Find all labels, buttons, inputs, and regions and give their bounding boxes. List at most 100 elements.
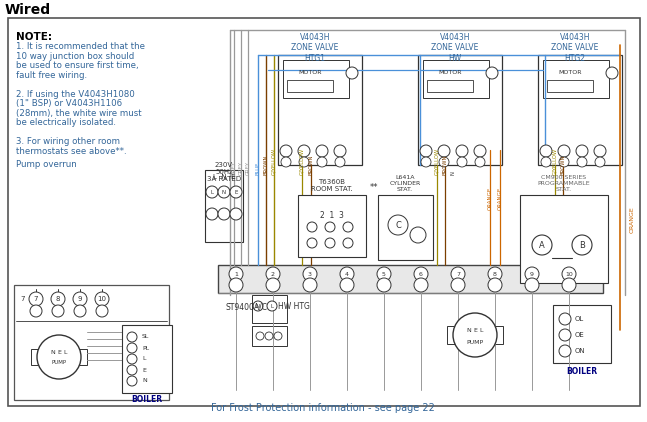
Text: SL: SL [142,335,149,340]
Circle shape [558,145,570,157]
Text: (28mm), the white wire must: (28mm), the white wire must [16,108,142,117]
Text: BROWN: BROWN [263,154,269,175]
Circle shape [475,157,485,167]
Bar [447,326,459,344]
Circle shape [453,313,497,357]
Text: 5: 5 [382,271,386,276]
Circle shape [96,305,108,317]
Text: 2: 2 [271,271,275,276]
Circle shape [540,145,552,157]
Circle shape [346,67,358,79]
Text: PL: PL [142,346,149,351]
Text: NOTE:: NOTE: [16,32,52,42]
Text: 9: 9 [78,296,82,302]
Bar [520,195,608,283]
Text: E: E [57,349,61,354]
Bar [298,195,366,257]
Text: G/YELLOW: G/YELLOW [272,148,276,175]
Circle shape [572,235,592,255]
Circle shape [334,145,346,157]
Circle shape [325,238,335,248]
Circle shape [559,313,571,325]
Circle shape [229,267,243,281]
Circle shape [377,267,391,281]
Text: ON: ON [575,348,586,354]
Circle shape [577,157,587,167]
Text: BLUE: BLUE [256,162,261,175]
Circle shape [317,157,327,167]
Circle shape [414,267,428,281]
Text: ORANGE: ORANGE [487,187,492,210]
Text: 3. For wiring other room: 3. For wiring other room [16,137,120,146]
Circle shape [74,305,86,317]
Text: 7: 7 [34,296,38,302]
Circle shape [51,292,65,306]
Text: 10: 10 [98,296,107,302]
Circle shape [218,208,230,220]
Text: BROWN: BROWN [309,154,314,175]
Text: L: L [210,189,214,195]
Text: C: C [395,221,401,230]
Circle shape [274,332,282,340]
Text: 8: 8 [493,271,497,276]
Text: thermostats see above**.: thermostats see above**. [16,146,127,155]
Text: 230V
50Hz
3A RATED: 230V 50Hz 3A RATED [207,162,241,182]
Circle shape [559,345,571,357]
Text: G/YELLOW: G/YELLOW [435,148,439,175]
Circle shape [206,208,218,220]
Circle shape [253,301,263,311]
Circle shape [95,292,109,306]
Bar [14,285,169,400]
Text: MOTOR: MOTOR [558,70,582,75]
Circle shape [230,186,242,198]
Circle shape [421,157,431,167]
Text: 10: 10 [565,271,573,276]
Text: A: A [539,241,545,249]
Bar [252,295,287,323]
Circle shape [30,305,42,317]
Text: V4043H
ZONE VALVE
HW: V4043H ZONE VALVE HW [432,33,479,63]
Circle shape [451,278,465,292]
Text: BROWN: BROWN [443,154,448,175]
Text: 6: 6 [419,271,423,276]
Text: L641A
CYLINDER
STAT.: L641A CYLINDER STAT. [389,176,421,192]
Circle shape [52,305,64,317]
Circle shape [206,186,218,198]
Circle shape [559,329,571,341]
Circle shape [388,215,408,235]
Circle shape [486,67,498,79]
Circle shape [127,365,137,375]
Text: Pump overrun: Pump overrun [16,160,77,169]
Text: OL: OL [575,316,584,322]
Circle shape [281,157,291,167]
Circle shape [127,376,137,386]
Text: ORANGE: ORANGE [630,207,635,233]
Circle shape [340,278,354,292]
Bar [283,60,349,98]
Circle shape [438,145,450,157]
Bar [218,265,603,293]
Text: L: L [479,328,483,333]
Circle shape [266,278,280,292]
Circle shape [256,332,264,340]
Text: N: N [50,349,56,354]
Text: G/YELLOW: G/YELLOW [553,148,558,175]
Text: L: L [142,357,146,362]
Circle shape [377,278,391,292]
Circle shape [594,145,606,157]
Circle shape [420,145,432,157]
Circle shape [532,235,552,255]
Circle shape [562,278,576,292]
Circle shape [127,354,137,364]
Text: **: ** [370,183,378,192]
Circle shape [267,301,277,311]
Text: E: E [142,368,146,373]
Text: (1" BSP) or V4043H1106: (1" BSP) or V4043H1106 [16,99,122,108]
Circle shape [343,238,353,248]
Text: 2. If using the V4043H1080: 2. If using the V4043H1080 [16,89,135,98]
Circle shape [303,278,317,292]
Text: BOILER: BOILER [131,395,162,405]
Text: MOTOR: MOTOR [298,70,322,75]
Circle shape [439,157,449,167]
Text: N: N [256,303,260,308]
